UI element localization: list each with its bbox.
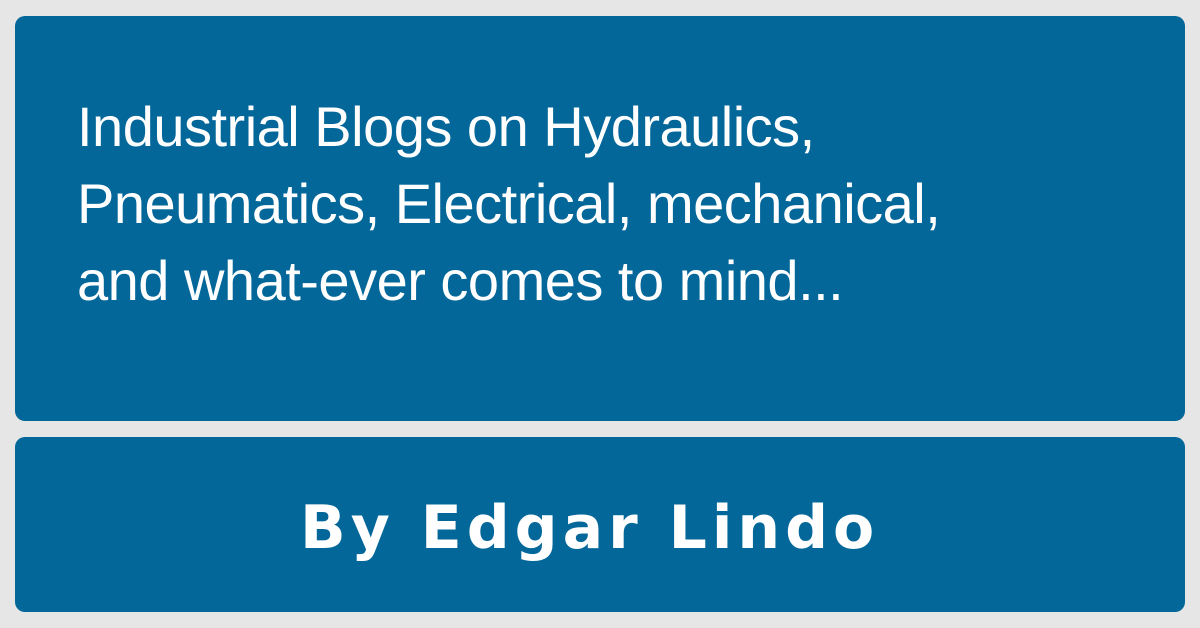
headline-line: Pneumatics, Electrical, mechanical, — [77, 172, 941, 235]
headline-text: Industrial Blogs on Hydraulics, Pneumati… — [77, 88, 941, 319]
headline-line: and what-ever comes to mind... — [77, 249, 844, 312]
headline-line: Industrial Blogs on Hydraulics, — [77, 95, 815, 158]
headline-panel: Industrial Blogs on Hydraulics, Pneumati… — [15, 16, 1185, 421]
byline-panel: By Edgar Lindo — [15, 437, 1185, 612]
author-byline: By Edgar Lindo — [300, 493, 880, 563]
